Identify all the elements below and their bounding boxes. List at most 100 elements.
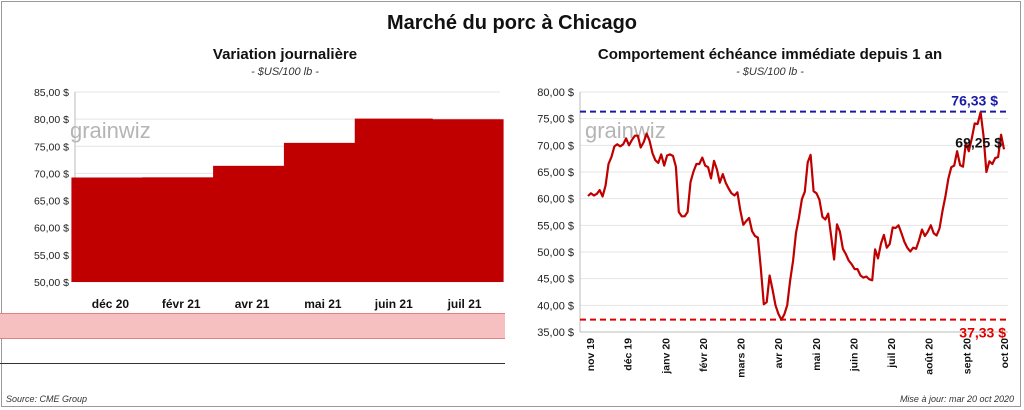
currency-cell	[330, 313, 360, 339]
currency-cell	[475, 339, 505, 364]
row-label	[0, 339, 70, 364]
line-chart: grainwiz 35,00 $40,00 $45,00 $50,00 $55,…	[537, 87, 1011, 378]
y-tick-label: 60,00 $	[34, 223, 69, 235]
bar	[142, 177, 221, 282]
high-label: 76,33 $	[951, 93, 998, 109]
bar	[283, 142, 362, 282]
table-cell	[287, 363, 330, 388]
table-cell	[142, 363, 185, 388]
table-cell	[215, 339, 258, 364]
x-tick-label: nov 19	[585, 338, 597, 371]
x-tick-label: mars 20	[736, 338, 748, 378]
x-tick-label: déc 20	[92, 297, 130, 311]
table-cell	[432, 363, 475, 388]
y-tick-label: 80,00 $	[34, 114, 69, 126]
x-tick-label: août 20	[924, 338, 936, 375]
y-tick-label: 55,00 $	[34, 250, 69, 262]
table-cell	[70, 339, 113, 364]
last-value-label: 69,25 $	[955, 134, 1002, 150]
currency-cell	[185, 363, 215, 388]
x-tick-label: juil 21	[447, 297, 482, 311]
x-tick-label: avr 21	[235, 297, 270, 311]
currency-cell	[112, 363, 143, 388]
y-tick-label: 75,00 $	[34, 141, 69, 153]
y-tick-label: 50,00 $	[34, 277, 69, 289]
x-tick-label: déc 19	[623, 338, 635, 371]
row-label	[0, 363, 70, 388]
x-tick-label: juil 20	[886, 338, 898, 369]
bar-chart-subtitle: - $US/100 lb -	[251, 66, 319, 78]
watermark: grainwiz	[70, 118, 151, 143]
y-tick-label: 65,00 $	[34, 196, 69, 208]
table-cell	[360, 363, 403, 388]
table-cell	[432, 313, 475, 339]
currency-cell	[112, 313, 143, 339]
close-row	[0, 313, 505, 339]
bar	[213, 165, 292, 282]
y-tick-label: 35,00 $	[537, 327, 574, 339]
x-tick-label: avr 20	[773, 338, 785, 369]
x-tick-label: févr 20	[698, 338, 710, 372]
bar-chart: grainwiz 50,00 $ 55,00 $ 60,00 $ 65,00 $ 70,…	[34, 87, 504, 311]
y-tick-label: 70,00 $	[34, 168, 69, 180]
previous-row	[0, 339, 505, 364]
bar	[425, 119, 504, 282]
table-cell	[288, 339, 331, 364]
variation-row	[0, 363, 505, 388]
table-cell	[287, 313, 330, 339]
currency-cell	[257, 363, 288, 388]
x-tick-label: oct 20	[999, 338, 1011, 369]
x-tick-label: juin 20	[848, 338, 860, 372]
x-tick-label: mai 21	[304, 297, 342, 311]
x-tick-label: janv 20	[660, 338, 672, 375]
currency-cell	[402, 313, 433, 339]
currency-cell	[330, 339, 360, 364]
table-cell	[142, 313, 185, 339]
x-tick-label: mai 20	[811, 338, 823, 371]
y-tick-label: 80,00 $	[537, 87, 574, 99]
bar	[71, 177, 150, 282]
y-tick-label: 75,00 $	[537, 114, 574, 126]
table-cell	[70, 313, 113, 339]
currency-cell	[185, 313, 215, 339]
table-cell	[360, 339, 403, 364]
table-cell	[433, 339, 476, 364]
y-tick-label: 55,00 $	[537, 220, 574, 232]
line-chart-subtitle: - $US/100 lb -	[736, 66, 804, 78]
currency-cell	[402, 363, 433, 388]
y-tick-label: 60,00 $	[537, 194, 574, 206]
y-tick-label: 70,00 $	[537, 140, 574, 152]
line-chart-title: Comportement échéance immédiate depuis 1…	[597, 46, 943, 63]
bar	[354, 118, 433, 282]
currency-cell	[257, 313, 288, 339]
y-tick-label: 50,00 $	[537, 247, 574, 259]
series-line	[587, 111, 1006, 321]
x-tick-label: juin 21	[374, 297, 413, 311]
source-note: Source: CME Group	[6, 394, 88, 404]
y-tick-label: 40,00 $	[537, 300, 574, 312]
currency-cell	[258, 339, 288, 364]
currency-cell	[113, 339, 143, 364]
x-tick-label: févr 21	[162, 297, 201, 311]
row-label	[0, 313, 70, 339]
bar-chart-title: Variation journalière	[212, 46, 358, 63]
currency-cell	[475, 363, 505, 388]
y-tick-label: 85,00 $	[34, 87, 69, 99]
currency-cell	[330, 363, 360, 388]
price-table	[0, 313, 505, 388]
table-cell	[215, 313, 258, 339]
currency-cell	[475, 313, 505, 339]
x-tick-label: sept 20	[961, 338, 973, 374]
low-label: 37,33 $	[959, 325, 1006, 341]
y-tick-label: 65,00 $	[537, 167, 574, 179]
table-cell	[360, 313, 403, 339]
table-cell	[143, 339, 186, 364]
y-tick-label: 45,00 $	[537, 274, 574, 286]
table-cell	[215, 363, 258, 388]
table-cell	[70, 363, 113, 388]
currency-cell	[403, 339, 433, 364]
main-title: Marché du porc à Chicago	[386, 12, 638, 34]
currency-cell	[185, 339, 215, 364]
update-note: Mise à jour: mar 20 oct 2020	[899, 394, 1014, 404]
